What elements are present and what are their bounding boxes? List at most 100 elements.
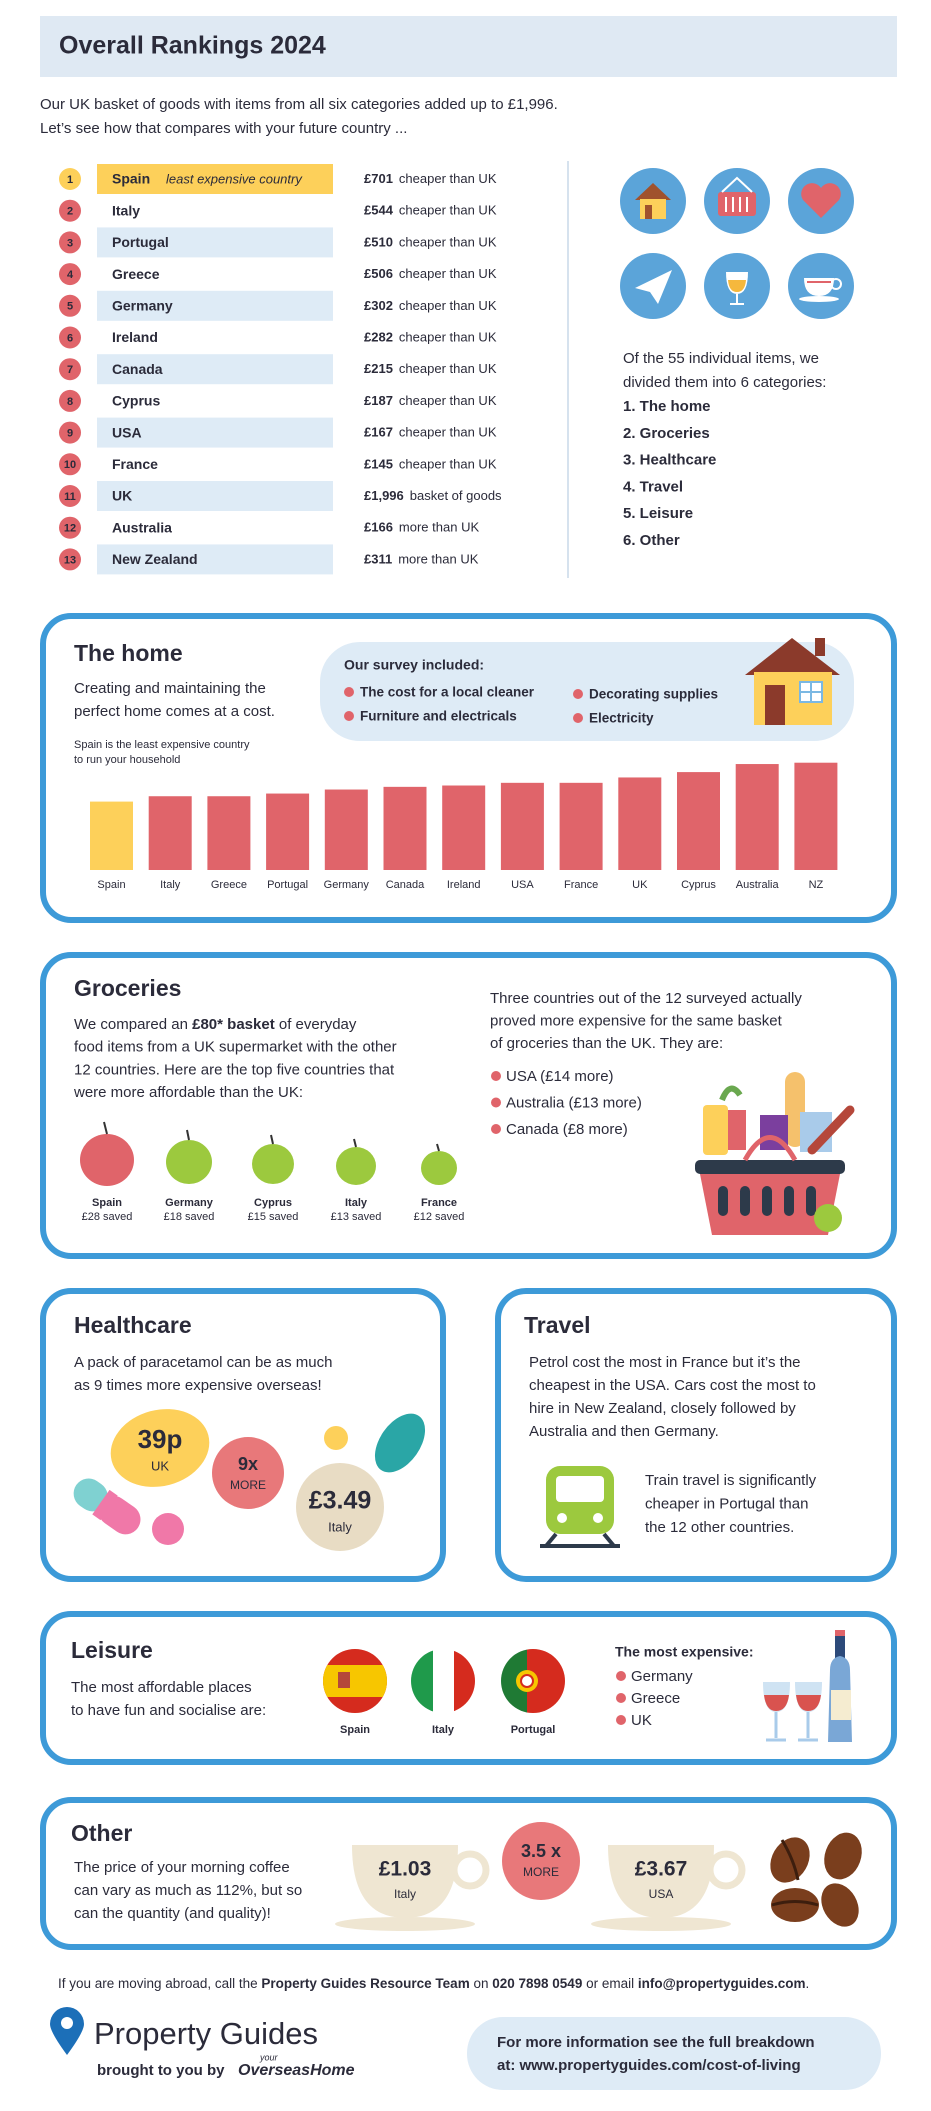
icon-art [635, 176, 842, 305]
amount: £166 [364, 520, 393, 535]
comparison: £701 cheaper than UK [364, 171, 497, 186]
country-cell [97, 227, 333, 258]
bullet [573, 713, 583, 723]
country-cell [97, 512, 333, 543]
comparison: £166 more than UK [364, 520, 479, 535]
multiplier: 9x [238, 1454, 258, 1474]
expensive-item: Australia (£13 more) [506, 1094, 642, 1111]
country-cell [97, 354, 333, 385]
expensive-item: Greece [631, 1690, 680, 1707]
country-cell [97, 322, 333, 353]
bullet [573, 689, 583, 699]
x-tick-label: Spain [97, 879, 125, 891]
saving-amount: £12 saved [414, 1211, 465, 1223]
pin-logo [50, 2007, 84, 2055]
bullet [616, 1671, 626, 1681]
section-text: of groceries than the UK. They are: [490, 1035, 723, 1052]
x-tick-label: Greece [211, 879, 247, 891]
rank-number: 4 [67, 269, 74, 281]
comparison: £187 cheaper than UK [364, 393, 497, 408]
section-title: Groceries [74, 975, 181, 1001]
comparison-text: cheaper than UK [399, 267, 497, 282]
price-label: Italy [394, 1887, 416, 1901]
country-name: France [112, 456, 158, 472]
bullet [491, 1071, 501, 1081]
footer-contact-part: 020 7898 0549 [492, 1976, 582, 1991]
country-name: New Zealand [112, 551, 198, 567]
section-text: Three countries out of the 12 surveyed a… [490, 990, 802, 1007]
coffee-cups [335, 1822, 746, 1931]
byline: brought to you by [97, 2062, 225, 2079]
category-item: 3. Healthcare [623, 452, 716, 469]
comparison: £167 cheaper than UK [364, 425, 497, 440]
section-text: as 9 times more expensive overseas! [74, 1377, 322, 1394]
x-tick-label: Cyprus [681, 879, 716, 891]
section-text-part: were more affordable than the UK: [73, 1084, 303, 1101]
section-text: can vary as much as 112%, but so [74, 1882, 302, 1899]
survey-item: Furniture and electricals [360, 709, 517, 724]
country-cell [97, 385, 333, 416]
comparison-text: cheaper than UK [399, 393, 497, 408]
section-text: The price of your morning coffee [74, 1859, 290, 1876]
rank-badge [59, 231, 81, 254]
rank-number: 9 [67, 428, 73, 440]
section-text: Petrol cost the most in France but it’s … [529, 1354, 801, 1371]
rank-number: 5 [67, 301, 73, 313]
comparison-text: cheaper than UK [399, 330, 497, 345]
footer-contact-part: or email [582, 1976, 638, 1991]
x-tick-label: Italy [160, 879, 181, 891]
footer-contact-part: info@propertyguides.com [638, 1976, 806, 1991]
info-text: For more information see the full breakd… [497, 2034, 815, 2051]
saving-country: Italy [345, 1197, 368, 1209]
country-name: USA [112, 424, 142, 440]
footer-contact-part: Property Guides Resource Team [261, 1976, 469, 1991]
amount: £302 [364, 298, 393, 313]
x-tick-label: Australia [736, 879, 780, 891]
section-text: can the quantity (and quality)! [74, 1905, 271, 1922]
comparison: £302 cheaper than UK [364, 298, 497, 313]
rank-badge [59, 453, 81, 476]
category-item: 1. The home [623, 398, 711, 415]
section-title: The home [74, 640, 183, 666]
bar [794, 762, 838, 870]
rank-badge [59, 516, 81, 539]
survey-item: The cost for a local cleaner [360, 685, 535, 700]
country-name: Germany [112, 298, 173, 314]
brand: Property Guides [94, 2016, 318, 2051]
amount: £544 [364, 203, 394, 218]
partner-small: your [259, 2052, 279, 2062]
country-name: Ireland [112, 329, 158, 345]
price: £1.03 [379, 1858, 432, 1881]
chart-annotation: Spain is the least expensive country [74, 739, 250, 751]
rank-number: 2 [67, 206, 73, 218]
wine-illustration [763, 1630, 852, 1742]
country-name: Spain [112, 171, 150, 187]
comparison: £1,996 basket of goods [364, 488, 502, 503]
home-bar-chart [90, 762, 838, 870]
section-title: Healthcare [74, 1312, 192, 1338]
rank-badge [59, 168, 81, 190]
amount: £701 [364, 171, 393, 186]
country-name: Italy [112, 202, 140, 218]
multiplier-label: MORE [230, 1478, 266, 1492]
x-tick-label: UK [632, 879, 648, 891]
comparison-text: cheaper than UK [399, 457, 497, 472]
bar [442, 785, 486, 870]
amount: £167 [364, 425, 393, 440]
comparison-text: cheaper than UK [399, 203, 497, 218]
bullet [616, 1693, 626, 1703]
section-text: Train travel is significantly [645, 1472, 817, 1489]
saving-country: France [421, 1197, 457, 1209]
comparison: £544 cheaper than UK [364, 203, 497, 218]
section-text: A pack of paracetamol can be as much [74, 1354, 332, 1371]
section-text: We compared an £80* basket of everyday [74, 1016, 357, 1033]
groceries-panel [40, 952, 897, 1259]
comparison: £145 cheaper than UK [364, 457, 497, 472]
country-name: Cyprus [112, 393, 160, 409]
section-text: cheapest in the USA. Cars cost the most … [529, 1377, 816, 1394]
price: £3.67 [635, 1858, 688, 1881]
bar [383, 786, 427, 870]
country-cell [97, 259, 333, 290]
bar [266, 793, 310, 870]
